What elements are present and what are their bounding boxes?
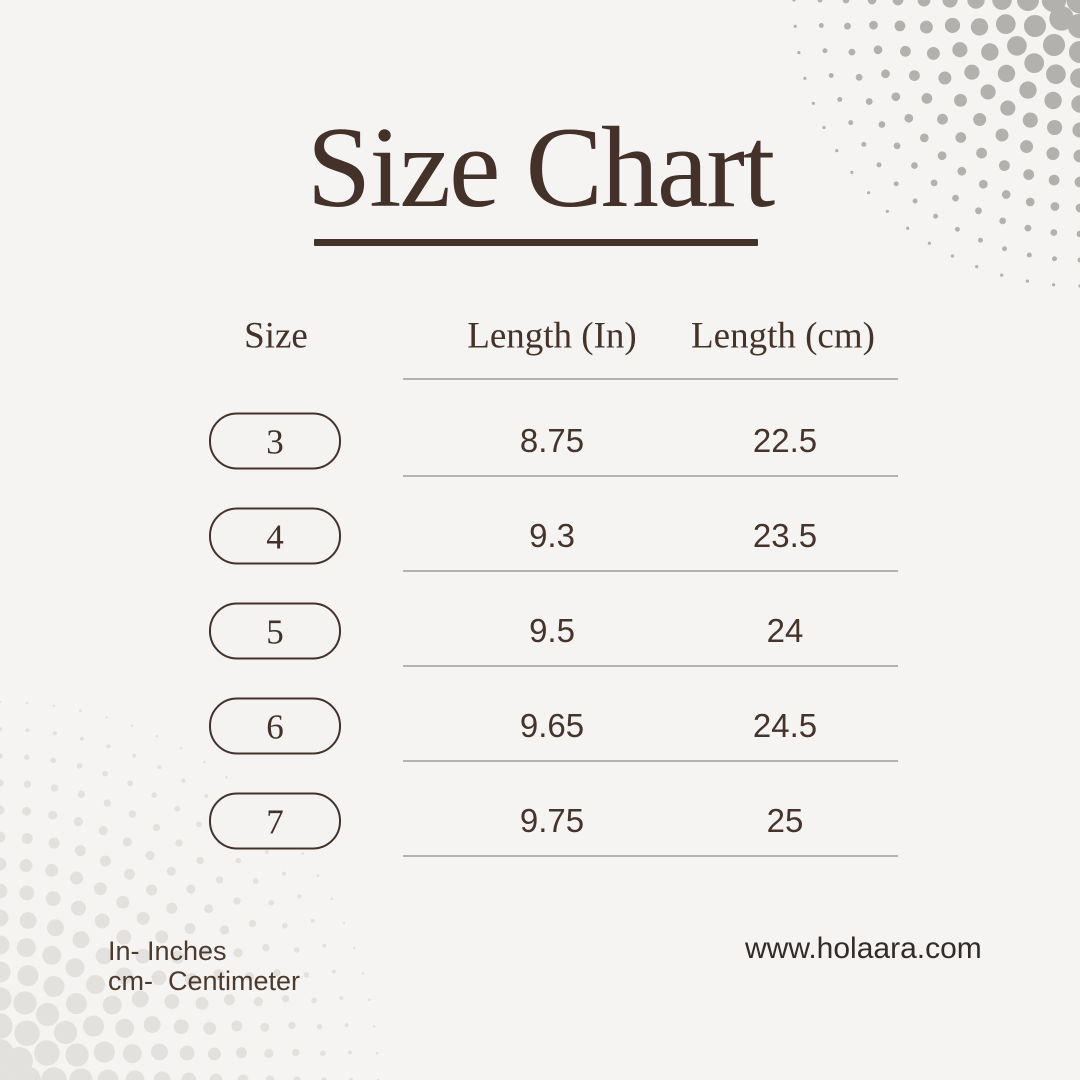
table-row: 6 9.65 24.5 — [0, 667, 1080, 762]
title-underline — [314, 239, 758, 246]
size-value: 5 — [266, 612, 284, 651]
length-in-value: 9.5 — [529, 612, 575, 649]
table-row: 5 9.5 24 — [0, 572, 1080, 667]
size-value: 7 — [266, 802, 284, 841]
row-divider — [403, 855, 898, 857]
website-url: www.holaara.com — [745, 932, 982, 965]
column-header-size: Size — [244, 315, 308, 357]
header-divider — [403, 378, 898, 380]
length-cm-value: 23.5 — [752, 517, 818, 554]
size-pill: 5 — [209, 602, 341, 660]
length-cm-value: 24 — [766, 612, 804, 649]
legend-centimeter: cm- Centimeter — [108, 966, 301, 996]
table-row: 4 9.3 23.5 — [0, 477, 1080, 572]
length-in-value: 9.65 — [519, 707, 585, 744]
size-pill: 4 — [209, 507, 341, 565]
page-title: Size Chart — [306, 104, 775, 232]
legend-inches: In- Inches — [108, 936, 227, 966]
length-in-value: 9.3 — [529, 517, 575, 554]
length-cm-value: 25 — [766, 802, 804, 839]
size-pill: 3 — [209, 412, 341, 470]
length-cm-value: 22.5 — [752, 422, 818, 459]
length-in-value: 9.75 — [519, 802, 585, 839]
length-in-value: 8.75 — [519, 422, 585, 459]
length-cm-value: 24.5 — [752, 707, 818, 744]
units-legend: In- Inches cm- Centimeter — [108, 936, 300, 996]
row-divider — [403, 760, 898, 762]
column-header-length-in: Length (In) — [467, 315, 637, 357]
column-header-length-cm: Length (cm) — [691, 315, 875, 357]
size-value: 6 — [266, 707, 284, 746]
size-value: 4 — [266, 517, 284, 556]
row-divider — [403, 665, 898, 667]
row-divider — [403, 475, 898, 477]
size-pill: 7 — [209, 792, 341, 850]
row-divider — [403, 570, 898, 572]
size-value: 3 — [266, 422, 284, 461]
table-row: 7 9.75 25 — [0, 762, 1080, 857]
size-pill: 6 — [209, 697, 341, 755]
table-row: 3 8.75 22.5 — [0, 382, 1080, 477]
